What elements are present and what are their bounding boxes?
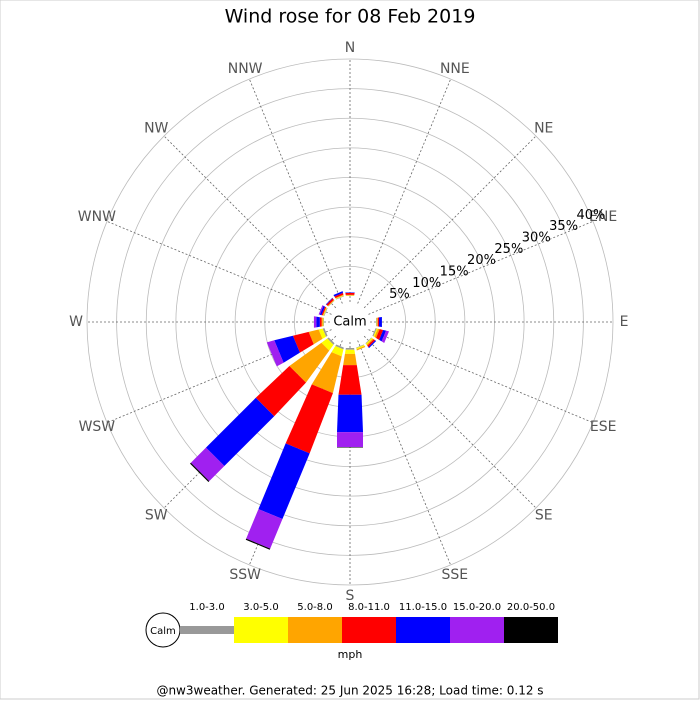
legend-swatch xyxy=(396,617,450,643)
rose-segment xyxy=(346,348,355,350)
rose-segment xyxy=(345,350,355,354)
rose-segment xyxy=(345,293,354,295)
legend-swatch xyxy=(234,617,288,643)
chart-title: Wind rose for 08 Feb 2019 xyxy=(225,6,476,28)
direction-label: ESE xyxy=(590,419,617,435)
rose-segment xyxy=(337,395,363,432)
direction-label: NE xyxy=(534,120,553,136)
r-tick-label: 5% xyxy=(389,287,410,302)
r-tick-label: 25% xyxy=(494,242,523,257)
rose-segment xyxy=(337,432,363,447)
rose-segment xyxy=(379,317,382,327)
direction-label: SW xyxy=(145,508,168,524)
direction-label: NW xyxy=(144,120,168,136)
direction-label: SSW xyxy=(229,567,261,583)
legend-calm-label: Calm xyxy=(150,626,176,637)
direction-label: WNW xyxy=(78,209,116,225)
direction-label: N xyxy=(345,40,355,56)
direction-label: W xyxy=(69,314,83,330)
rose-segment xyxy=(377,318,378,327)
rose-segment xyxy=(323,318,324,327)
r-tick-label: 30% xyxy=(522,231,551,246)
rose-segment xyxy=(346,295,355,296)
legend-swatch xyxy=(342,617,396,643)
legend-label: 1.0-3.0 xyxy=(189,602,224,613)
direction-label: NNW xyxy=(228,61,263,77)
direction-label: SE xyxy=(535,508,553,524)
units-label: mph xyxy=(338,648,363,661)
rose-segment xyxy=(377,318,378,327)
legend-label: 20.0-50.0 xyxy=(507,602,555,613)
direction-label: NNE xyxy=(440,61,470,77)
footer: @nw3weather. Generated: 25 Jun 2025 16:2… xyxy=(156,684,543,698)
rose-segment xyxy=(343,354,357,365)
direction-label: E xyxy=(620,314,629,330)
legend-label: 3.0-5.0 xyxy=(243,602,278,613)
direction-label: WSW xyxy=(79,419,116,435)
direction-label: SSE xyxy=(442,567,469,583)
r-tick-label: 35% xyxy=(549,219,578,234)
rose-segment xyxy=(378,317,379,326)
rose-segment xyxy=(316,317,320,328)
rose-segment xyxy=(322,318,323,327)
legend-label: 15.0-20.0 xyxy=(453,602,501,613)
rose-segment xyxy=(376,318,377,326)
legend-swatch xyxy=(450,617,504,643)
rose-segment xyxy=(337,447,363,448)
rose-segment xyxy=(323,318,324,326)
r-tick-label: 10% xyxy=(412,276,441,291)
legend-swatch xyxy=(504,617,558,643)
calm-label: Calm xyxy=(333,315,366,330)
r-tick-label: 40% xyxy=(577,208,606,223)
rose-segment xyxy=(345,292,354,293)
legend-label: 11.0-15.0 xyxy=(399,602,447,613)
legend-swatch xyxy=(180,626,234,634)
legend-swatch xyxy=(288,617,342,643)
rose-segment xyxy=(320,317,322,327)
r-tick-label: 20% xyxy=(467,253,496,268)
r-tick-label: 15% xyxy=(440,265,469,280)
legend-label: 8.0-11.0 xyxy=(348,602,390,613)
legend-label: 5.0-8.0 xyxy=(297,602,332,613)
rose-segment xyxy=(314,316,316,327)
